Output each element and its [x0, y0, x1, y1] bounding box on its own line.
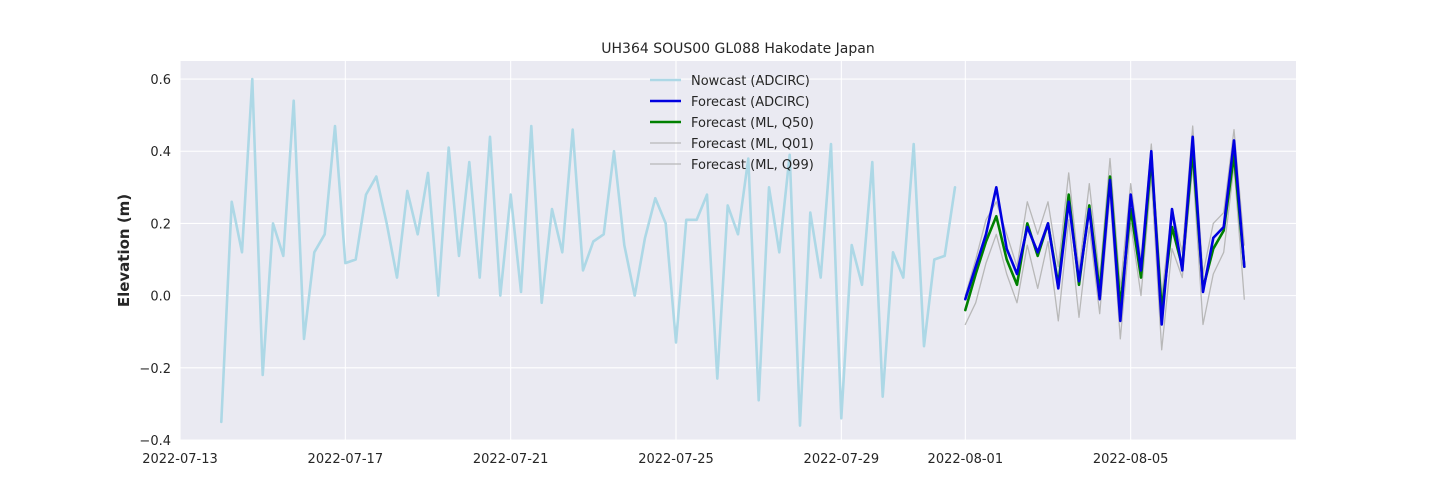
x-tick-label: 2022-07-29 [804, 452, 880, 467]
chart-title: UH364 SOUS00 GL088 Hakodate Japan [601, 41, 874, 57]
series-layer [220, 77, 1246, 427]
y-tick-label: −0.4 [139, 434, 171, 449]
y-tick-label: 0.6 [150, 73, 171, 88]
y-tick-label: 0.0 [150, 290, 171, 305]
tick-labels: 2022-07-13 2022-07-17 2022-07-21 2022-07-25… [139, 73, 1168, 467]
x-tick-label: 2022-08-05 [1093, 452, 1169, 467]
x-tick-label: 2022-08-01 [928, 452, 1004, 467]
y-tick-label: −0.2 [139, 362, 171, 377]
legend-entry: Forecast (ML, Q50) [691, 116, 814, 131]
series-line-1 [963, 135, 1246, 326]
y-tick-label: 0.4 [150, 145, 171, 160]
legend-entry: Forecast (ADCIRC) [691, 95, 810, 110]
series-line-0 [220, 77, 957, 427]
y-tick-label: 0.2 [150, 217, 171, 232]
legend-entry: Forecast (ML, Q01) [691, 137, 814, 152]
x-tick-label: 2022-07-17 [308, 452, 384, 467]
legend-entry: Forecast (ML, Q99) [691, 158, 814, 173]
x-tick-label: 2022-07-21 [473, 452, 549, 467]
x-tick-label: 2022-07-25 [638, 452, 714, 467]
grid [179, 61, 1296, 441]
y-axis-label: Elevation (m) [115, 194, 133, 307]
x-tick-label: 2022-07-13 [142, 452, 218, 467]
plot-area [180, 61, 1296, 440]
legend-entry: Nowcast (ADCIRC) [691, 74, 810, 89]
legend: Nowcast (ADCIRC) Forecast (ADCIRC) Forecas… [650, 74, 814, 173]
